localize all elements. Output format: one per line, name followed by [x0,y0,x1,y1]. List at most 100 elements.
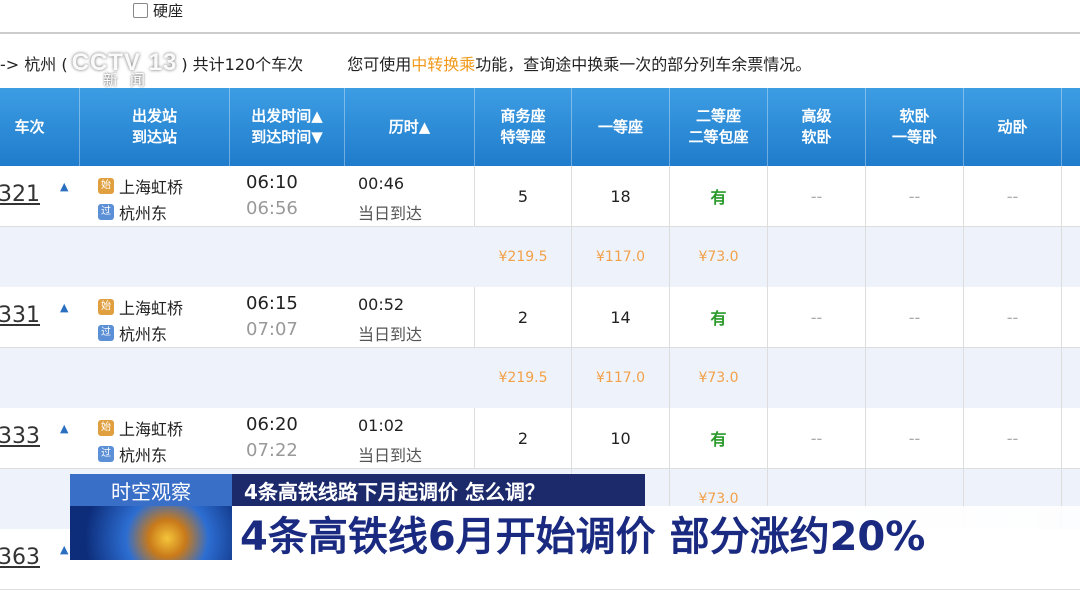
seat-price [768,227,866,287]
departure-time: 06:10 [246,172,298,193]
station-to-icon: 过 [98,204,114,220]
station-name: 杭州东 [119,446,168,465]
seat-price [866,469,964,529]
station-from-icon: 始 [98,299,114,315]
arrival-time: 06:56 [246,198,298,219]
seat-price [572,469,670,529]
seat-availability[interactable]: -- [964,166,1062,226]
station-from-icon: 始 [98,178,114,194]
seat-availability[interactable]: 有 [670,166,768,226]
train-row[interactable]: 333 ▲ 始上海虹桥过杭州东 06:20 07:22 01:02 当日到达 2 10 有 -- --… [0,408,1080,469]
arrival-day: 当日到达 [358,446,423,465]
seat-availability[interactable]: 18 [572,166,670,226]
seat-availability[interactable]: -- [768,287,866,347]
divider [345,408,475,468]
train-row[interactable]: 321 ▲ 始上海虹桥过杭州东 06:10 06:56 00:46 当日到达 5 18 有 -- --… [0,166,1080,227]
seat-price [964,227,1062,287]
train-number-link[interactable]: 363 [0,545,40,570]
seat-availability[interactable]: 2 [475,408,572,468]
seat-price: ¥73.0 [670,227,768,287]
column-header: 二等座 二等包座 [670,88,768,166]
seat-price [964,469,1062,529]
train-number-link[interactable]: 321 [0,182,40,207]
station-to-icon: 过 [98,446,114,462]
train-row[interactable]: 331 ▲ 始上海虹桥过杭州东 06:15 07:07 00:52 当日到达 2 14 有 -- --… [0,287,1080,348]
station-name: 上海虹桥 [119,420,184,439]
divider [345,287,475,347]
column-header: 一等座 [572,88,670,166]
departure-time: 06:15 [246,293,298,314]
station-name: 上海虹桥 [119,178,184,197]
seat-filter-hard-seat[interactable]: 硬座 [133,0,183,21]
duration: 00:46 [358,174,405,193]
column-header[interactable]: 出发时间▲ 到达时间▼ [230,88,345,166]
seat-availability[interactable]: 10 [572,408,670,468]
seat-price: ¥117.0 [572,348,670,408]
seat-availability[interactable]: -- [964,408,1062,468]
station-from-icon: 始 [98,420,114,436]
seat-availability[interactable]: 14 [572,287,670,347]
column-header[interactable]: 历时▲ [345,88,475,166]
seat-price: ¥219.5 [475,348,572,408]
arrival-time: 07:22 [246,440,298,461]
column-header: 软卧 一等卧 [866,88,964,166]
station-to: 过杭州东 [98,442,167,466]
train-number-link[interactable]: 331 [0,303,40,328]
seat-price: ¥73.0 [670,469,768,529]
column-header: 商务座 特等座 [475,88,572,166]
seat-price: ¥73.0 [670,348,768,408]
station-from: 始上海虹桥 [98,174,183,198]
price-row: ¥219.5 ¥117.0 ¥73.0 [0,348,1080,409]
seat-availability[interactable]: 2 [475,287,572,347]
program-emblem-icon [70,506,232,560]
price-row: ¥219.5 ¥117.0 ¥73.0 [0,227,1080,288]
result-info: -> 杭州 (CCTV 13) 共计120个车次 您可使用 中转换乘 功能，查询途中换… [0,49,812,76]
seat-availability[interactable]: 有 [670,287,768,347]
seat-price [866,227,964,287]
transfer-link[interactable]: 中转换乘 [411,55,476,74]
expand-arrow-icon[interactable]: ▲ [60,543,69,556]
seat-availability[interactable]: -- [866,287,964,347]
station-to: 过杭州东 [98,321,167,345]
station-name: 杭州东 [119,325,168,344]
seat-price [1062,227,1080,287]
seat-availability[interactable]: -- [866,166,964,226]
arrival-day: 当日到达 [358,325,423,344]
checkbox[interactable] [133,3,148,18]
duration: 01:02 [358,416,405,435]
train-number-link[interactable]: 333 [0,424,40,449]
seat-price [768,469,866,529]
divider [345,166,475,226]
arrival-time: 07:07 [246,319,298,340]
seat-price: ¥219.5 [475,227,572,287]
seat-availability[interactable]: -- [768,408,866,468]
station-from: 始上海虹桥 [98,295,183,319]
expand-arrow-icon[interactable]: ▲ [60,422,69,435]
news-topic-bar: 时空观察 4条高铁线路下月起调价 怎么调？ [70,474,645,506]
table-header: 车次 出发站 到达站 出发时间▲ 到达时间▼ 历时▲ 商务座 特等座 一等座 二等座 二等包… [0,88,1080,166]
station-to-icon: 过 [98,325,114,341]
seat-availability[interactable]: -- [768,166,866,226]
station-name: 杭州东 [119,204,168,223]
column-header: 车次 [0,88,80,166]
seat-availability[interactable]: -- [866,408,964,468]
seat-price [768,348,866,408]
station-name: 上海虹桥 [119,299,184,318]
seat-availability[interactable]: 有 [670,408,768,468]
station-to: 过杭州东 [98,200,167,224]
departure-time: 06:20 [246,414,298,435]
seat-price [964,348,1062,408]
expand-arrow-icon[interactable]: ▲ [60,180,69,193]
program-name: 时空观察 [70,474,232,506]
arrival-day: 当日到达 [358,204,423,223]
column-header: 高级 软卧 [768,88,866,166]
seat-price [1062,348,1080,408]
seat-price [866,348,964,408]
cctv-logo: CCTV 13 [71,49,178,76]
seat-availability[interactable]: 5 [475,166,572,226]
station-from: 始上海虹桥 [98,416,183,440]
topic-title: 4条高铁线路下月起调价 怎么调？ [232,474,645,506]
expand-arrow-icon[interactable]: ▲ [60,301,69,314]
column-header: 出发站 到达站 [80,88,230,166]
seat-availability[interactable]: -- [964,287,1062,347]
